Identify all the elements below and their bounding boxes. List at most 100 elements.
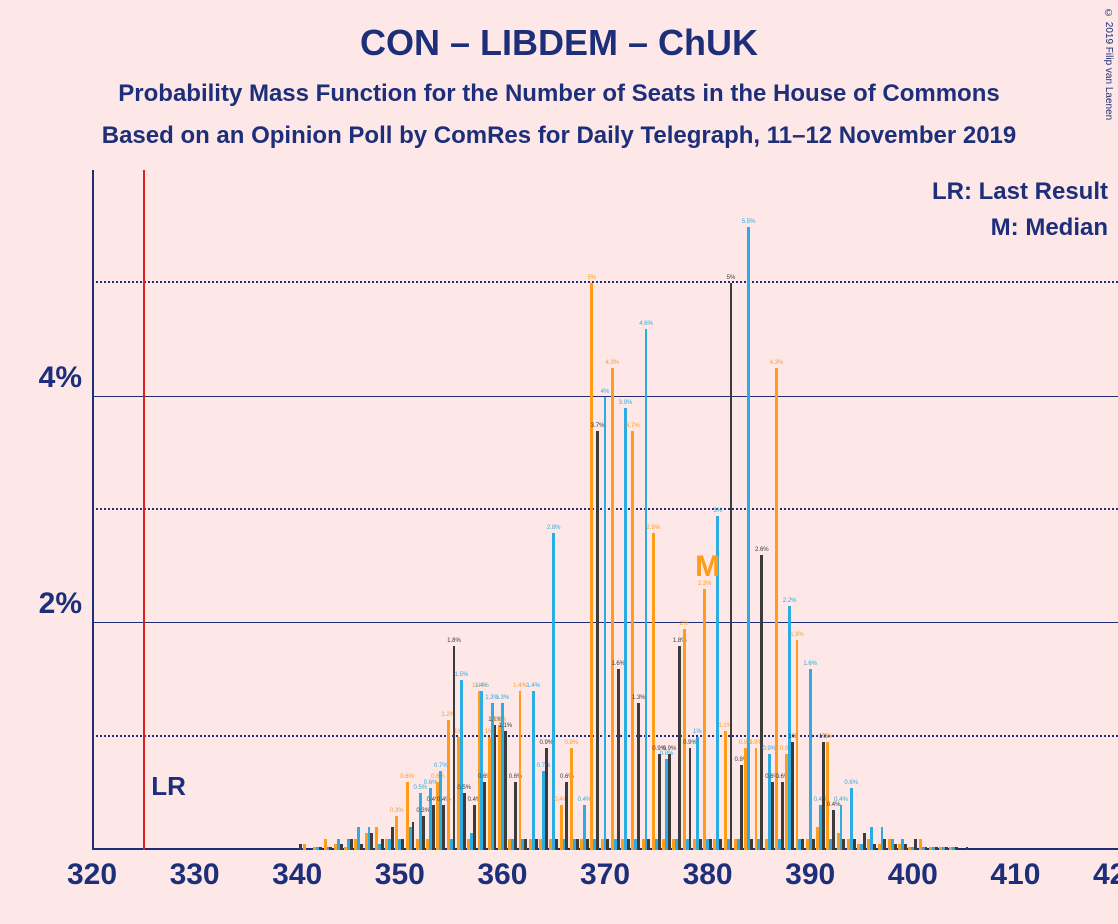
- bar-value-label: 0.9%: [663, 746, 677, 752]
- bar-c: [391, 827, 394, 850]
- bar-a: [303, 844, 306, 850]
- bar-value-label: 1%: [823, 734, 832, 740]
- bar-c: [473, 805, 476, 850]
- chart-subtitle-1: Probability Mass Function for the Number…: [0, 80, 1118, 108]
- bar-value-label: 1.1%: [498, 723, 512, 729]
- bar-c: [576, 839, 579, 850]
- bar-c: [699, 839, 702, 850]
- bar-c: [442, 805, 445, 850]
- bar-value-label: 0.6%: [400, 774, 414, 780]
- bar-c: [432, 805, 435, 850]
- bar-value-label: 0.7%: [537, 763, 551, 769]
- bar-c: [904, 844, 907, 850]
- bar-c: [340, 844, 343, 850]
- bar-c: [925, 847, 928, 850]
- bar-value-label: 3%: [714, 508, 723, 514]
- bar-value-label: 0.7%: [434, 763, 448, 769]
- bar-a: [724, 731, 727, 850]
- bar-value-label: 0.4%: [827, 802, 841, 808]
- bar-c: [863, 833, 866, 850]
- bar-value-label: 4%: [601, 389, 610, 395]
- x-tick-label: 400: [888, 858, 938, 892]
- bar-c: [658, 754, 661, 850]
- bar-a: [755, 748, 758, 850]
- y-axis: [92, 170, 94, 850]
- bar-c: [945, 847, 948, 850]
- x-tick-label: 390: [785, 858, 835, 892]
- bar-b: [532, 691, 535, 850]
- bar-c: [350, 839, 353, 850]
- bar-c: [617, 669, 620, 850]
- bar-c: [781, 782, 784, 850]
- bar-c: [894, 844, 897, 850]
- bar-value-label: 0.4%: [578, 797, 592, 803]
- bar-value-label: 2.8%: [547, 525, 561, 531]
- x-tick-label: 380: [683, 858, 733, 892]
- bar-c: [370, 833, 373, 850]
- bar-c: [873, 844, 876, 850]
- bar-c: [524, 839, 527, 850]
- bar-c: [966, 847, 969, 850]
- bar-value-label: 1.6%: [803, 661, 817, 667]
- x-tick-label: 330: [170, 858, 220, 892]
- bar-c: [514, 782, 517, 850]
- chart-root: © 2019 Filip van Laenen CON – LIBDEM – C…: [0, 0, 1118, 924]
- bar-value-label: 3.7%: [626, 423, 640, 429]
- legend-item: LR: Last Result: [932, 178, 1108, 206]
- bar-value-label: 1.3%: [632, 695, 646, 701]
- bar-c: [822, 742, 825, 850]
- bar-c: [883, 839, 886, 850]
- bar-value-label: 0.9%: [564, 740, 578, 746]
- bar-c: [832, 810, 835, 850]
- bar-c: [709, 839, 712, 850]
- bar-value-label: 0.9%: [683, 740, 697, 746]
- bar-value-label: 0.8%: [660, 751, 674, 757]
- x-tick-label: 350: [375, 858, 425, 892]
- bar-a: [631, 431, 634, 850]
- bar-c: [719, 839, 722, 850]
- bar-c: [627, 839, 630, 850]
- bar-c: [801, 839, 804, 850]
- bar-value-label: 0.9%: [762, 746, 776, 752]
- bar-value-label: 0.3%: [416, 808, 430, 814]
- bar-c: [647, 839, 650, 850]
- bar-c: [955, 847, 958, 850]
- bar-b: [645, 329, 648, 850]
- bar-a: [826, 742, 829, 850]
- bar-c: [401, 839, 404, 850]
- bar-c: [565, 782, 568, 850]
- bar-value-label: 0.6%: [844, 780, 858, 786]
- y-tick-label: 4%: [39, 361, 92, 395]
- bar-value-label: 3.9%: [619, 400, 633, 406]
- bar-c: [545, 748, 548, 850]
- x-tick-label: 340: [272, 858, 322, 892]
- bar-value-label: 4.3%: [606, 360, 620, 366]
- bar-a: [611, 368, 614, 850]
- gridline-minor: [92, 281, 1118, 283]
- bar-value-label: 1.3%: [496, 695, 510, 701]
- bar-c: [914, 839, 917, 850]
- bar-c: [381, 839, 384, 850]
- bar-c: [730, 283, 733, 850]
- bar-c: [360, 844, 363, 850]
- bar-value-label: 0.5%: [457, 785, 471, 791]
- bar-value-label: 2.8%: [647, 525, 661, 531]
- bar-value-label: 0.4%: [814, 797, 828, 803]
- bar-value-label: 2.6%: [755, 547, 769, 553]
- bar-value-label: 1.5%: [455, 672, 469, 678]
- bar-value-label: 0.6%: [424, 780, 438, 786]
- x-tick-label: 410: [990, 858, 1040, 892]
- bar-c: [535, 839, 538, 850]
- bar-value-label: 1.4%: [475, 683, 489, 689]
- bar-c: [299, 844, 302, 850]
- bar-b: [624, 408, 627, 850]
- bar-c: [483, 782, 486, 850]
- bar-c: [494, 725, 497, 850]
- bar-value-label: 1.4%: [526, 683, 540, 689]
- bar-a: [652, 533, 655, 850]
- bar-value-label: 0.6%: [431, 774, 445, 780]
- bar-c: [329, 847, 332, 850]
- bar-value-label: 1.9%: [790, 632, 804, 638]
- bar-c: [422, 816, 425, 850]
- plot-area: 2%4%320330340350360370380390400410420LRL…: [92, 170, 1118, 850]
